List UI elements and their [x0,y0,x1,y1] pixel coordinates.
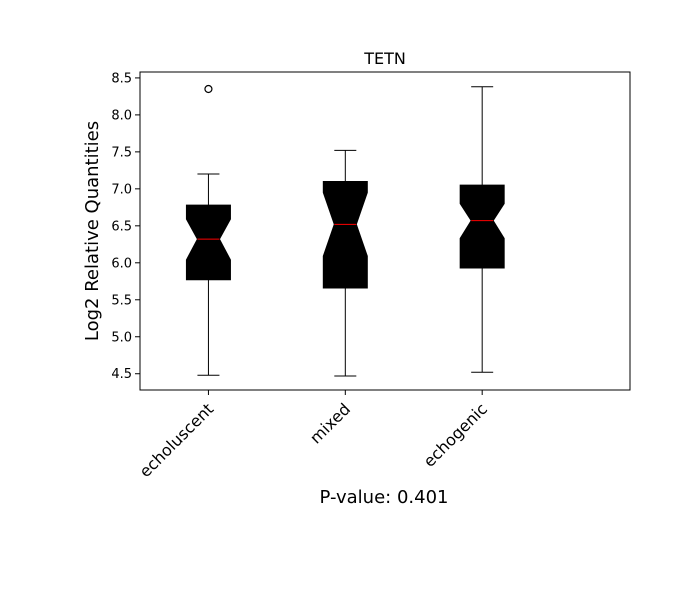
box-echoluscent [185,84,231,376]
box-mixed [322,149,368,377]
notched-box [459,184,505,269]
y-tick-label: 6.5 [111,219,132,234]
y-tick-label: 8.0 [111,108,132,123]
outlier-point [204,84,213,94]
x-tick-label: echogenic [420,399,491,470]
y-axis-label: Log2 Relative Quantities [82,121,103,341]
chart-title: TETN [363,49,406,68]
y-axis: 4.5 5.0 5.5 6.0 6.5 7.0 7.5 8.0 8.5 [111,71,140,382]
notched-box [185,204,231,281]
axes-frame [139,71,631,391]
box-echogenic [459,86,505,373]
y-tick-label: 4.5 [111,367,132,382]
y-tick-label: 5.0 [111,330,132,345]
x-tick-label: echoluscent [136,399,218,481]
x-axis: echoluscent mixed echogenic [136,390,491,481]
box-series [185,84,505,377]
y-tick-label: 7.5 [111,145,132,160]
y-tick-label: 8.5 [111,71,132,86]
notched-box [322,180,368,289]
y-tick-label: 5.5 [111,293,132,308]
x-tick-label: mixed [306,399,354,447]
x-axis-label: P-value: 0.401 [320,487,449,508]
y-tick-label: 7.0 [111,182,132,197]
y-tick-label: 6.0 [111,256,132,271]
